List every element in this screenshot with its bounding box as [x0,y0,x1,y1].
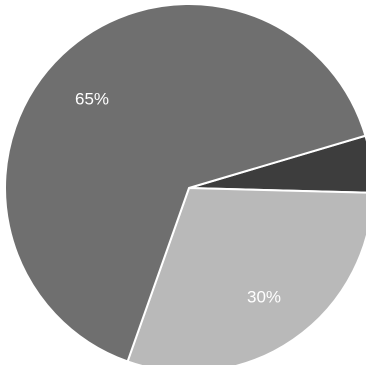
pie-slice-2 [4,3,366,363]
pie-slice-1 [126,186,366,365]
slice-label-1: 30% [247,287,281,306]
slice-label-2: 65% [75,89,109,108]
slice-group [4,3,366,365]
label-group: 30% 65% [75,89,281,306]
